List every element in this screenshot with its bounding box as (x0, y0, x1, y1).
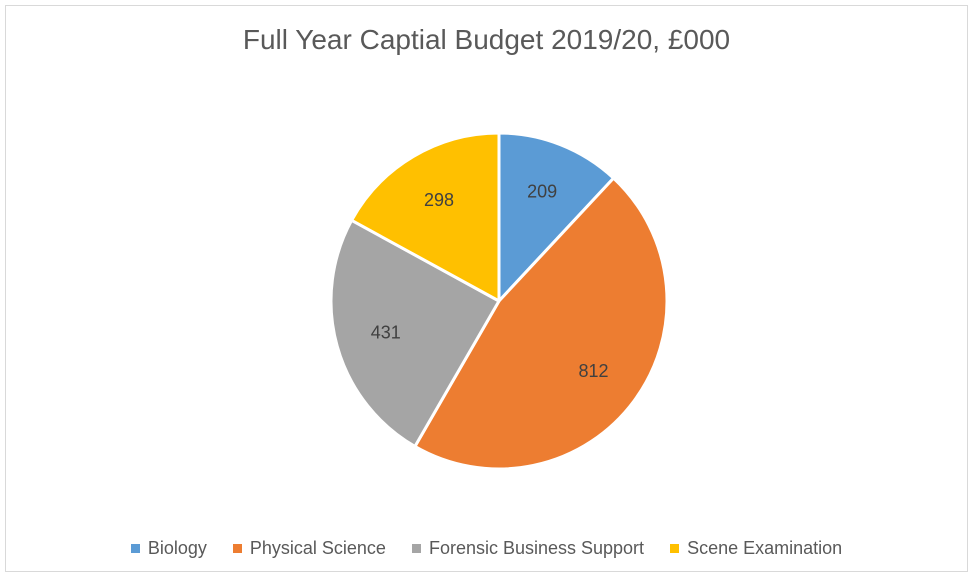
data-label-biology: 209 (527, 182, 557, 202)
legend-swatch (130, 544, 140, 553)
legend-label: Physical Science (249, 538, 386, 558)
legend-label: Forensic Business Support (428, 538, 645, 558)
legend-swatch (670, 544, 680, 553)
data-label-scene-examination: 298 (424, 190, 454, 210)
legend-swatch (411, 544, 421, 553)
pie-chart: 209 812 431 298 (329, 131, 669, 471)
legend-item-scene-examination: Scene Examination (670, 538, 842, 559)
legend: Biology Physical Science Forensic Business… (6, 538, 967, 559)
legend-label: Scene Examination (687, 538, 843, 558)
legend-item-biology: Biology (130, 538, 207, 559)
legend-item-forensic-business-support: Forensic Business Support (411, 538, 645, 559)
data-label-forensic-business-support: 431 (371, 323, 401, 343)
pie-slice-biology (497, 131, 616, 303)
legend-swatch (232, 544, 242, 553)
chart-area: Full Year Captial Budget 2019/20, £000 2… (5, 5, 968, 572)
pie-slice-physical-science (413, 176, 669, 471)
legend-label: Biology (147, 538, 207, 558)
data-label-physical-science: 812 (578, 361, 608, 381)
legend-item-physical-science: Physical Science (232, 538, 386, 559)
chart-title: Full Year Captial Budget 2019/20, £000 (242, 24, 731, 55)
pie-slice-scene-examination (350, 131, 501, 303)
pie-slice-forensic-business-support (329, 218, 501, 448)
